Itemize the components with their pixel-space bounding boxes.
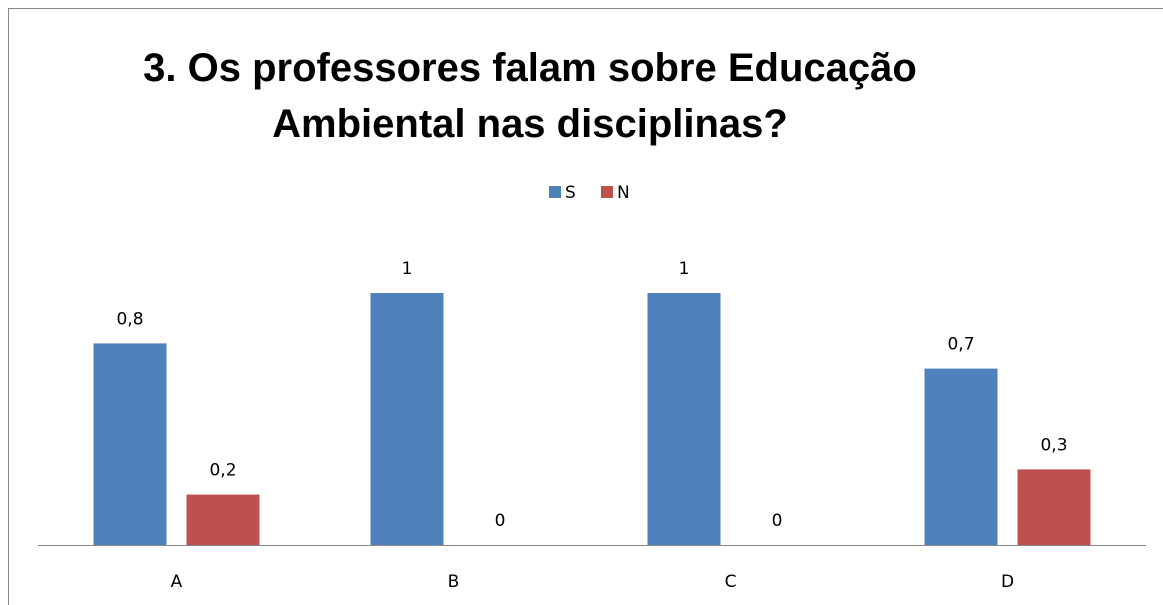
bar <box>186 494 260 545</box>
legend-label: S <box>565 183 576 203</box>
chart-border <box>8 8 1163 605</box>
x-tick-label: C <box>725 572 737 592</box>
bar <box>924 368 998 545</box>
legend-swatch <box>601 186 613 198</box>
data-label: 0 <box>772 511 783 531</box>
data-label: 1 <box>402 259 413 279</box>
x-tick-label: A <box>171 572 183 592</box>
data-label: 0 <box>495 511 506 531</box>
chart-title: 3. Os professores falam sobre Educação A… <box>143 46 917 146</box>
data-label: 0,2 <box>209 461 236 481</box>
bar <box>93 343 167 545</box>
data-label: 0,8 <box>116 309 143 329</box>
x-tick-label: D <box>1001 572 1014 592</box>
data-label: 0,7 <box>947 335 974 355</box>
legend-swatch <box>549 186 561 198</box>
x-tick-label: B <box>448 572 460 592</box>
data-label: 0,3 <box>1040 435 1067 455</box>
bar <box>1017 469 1091 545</box>
data-label: 1 <box>679 259 690 279</box>
bar <box>370 293 444 545</box>
bar <box>647 293 721 545</box>
legend-label: N <box>617 183 630 203</box>
